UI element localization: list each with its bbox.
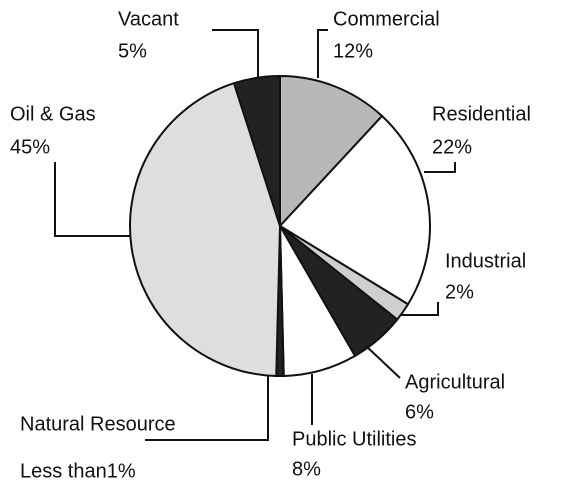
leader-line [424, 162, 456, 173]
slice-value-label: 2% [445, 281, 474, 303]
slice-value-label: 8% [292, 458, 321, 480]
slice-value-label: 12% [333, 40, 373, 62]
slice-value-label: Less than1% [20, 460, 136, 482]
slice-label: Natural Resource [20, 413, 176, 435]
slice-value-label: 45% [10, 136, 50, 158]
slice-value-label: 6% [405, 401, 434, 423]
pie-slice [129, 81, 282, 377]
slice-label: Oil & Gas [10, 103, 96, 125]
slice-label: Vacant [118, 8, 179, 30]
leader-line [145, 376, 269, 441]
slice-label: Commercial [333, 8, 440, 30]
slice-value-label: 5% [118, 40, 147, 62]
slice-label: Public Utilities [292, 428, 416, 450]
pie-slice [279, 74, 384, 229]
pie-slice [278, 114, 431, 306]
leader-line [317, 29, 328, 78]
slice-value-label: 22% [432, 136, 472, 158]
leader-line [54, 162, 130, 237]
pie-slice [232, 74, 281, 227]
slice-label: Residential [432, 103, 531, 125]
leader-line [212, 29, 259, 78]
slice-label: Agricultural [405, 371, 505, 393]
slice-label: Industrial [445, 250, 526, 272]
leader-line [365, 345, 401, 379]
leader-line [400, 302, 439, 316]
